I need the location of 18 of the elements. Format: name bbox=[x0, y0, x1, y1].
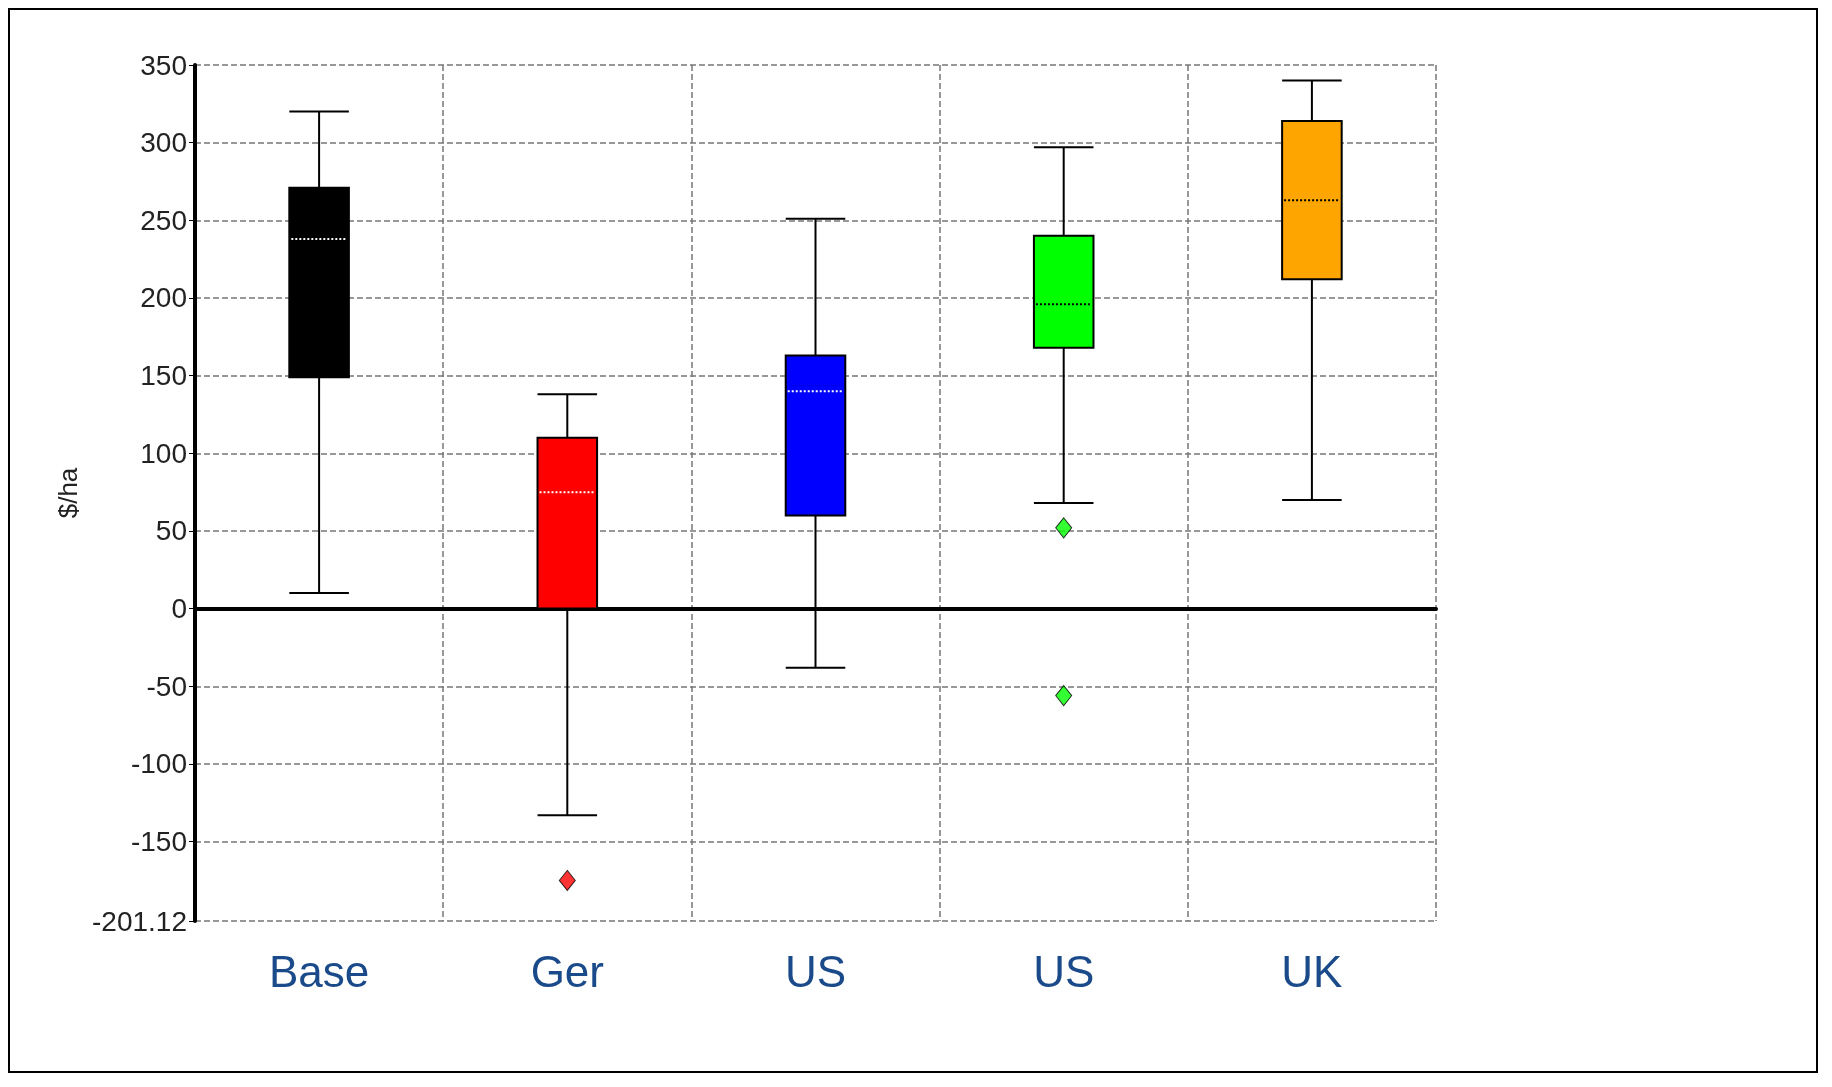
y-axis-title: $/ha bbox=[53, 467, 84, 519]
x-tick-label: Base bbox=[268, 946, 370, 996]
x-tick-label: US bbox=[784, 946, 847, 996]
x-tick-label: US bbox=[1033, 946, 1095, 996]
y-tick-label: -100 bbox=[130, 748, 187, 780]
x-tick-label: UK bbox=[1281, 946, 1343, 996]
y-tick-label: 350 bbox=[140, 49, 187, 81]
y-tick-label: -150 bbox=[130, 826, 187, 858]
y-tick-label: 150 bbox=[140, 360, 187, 392]
y-tick-label: -50 bbox=[146, 670, 187, 702]
y-tick-label: 300 bbox=[140, 127, 187, 159]
y-tick-label: 100 bbox=[140, 437, 187, 469]
y-tick-label: 200 bbox=[140, 282, 187, 314]
y-tick-label: -201.12 bbox=[92, 905, 187, 937]
y-tick-label: 50 bbox=[155, 515, 187, 547]
y-tick-label: 0 bbox=[171, 593, 187, 625]
x-tick-label: Ger bbox=[530, 946, 604, 996]
y-tick-label: 250 bbox=[140, 204, 187, 236]
